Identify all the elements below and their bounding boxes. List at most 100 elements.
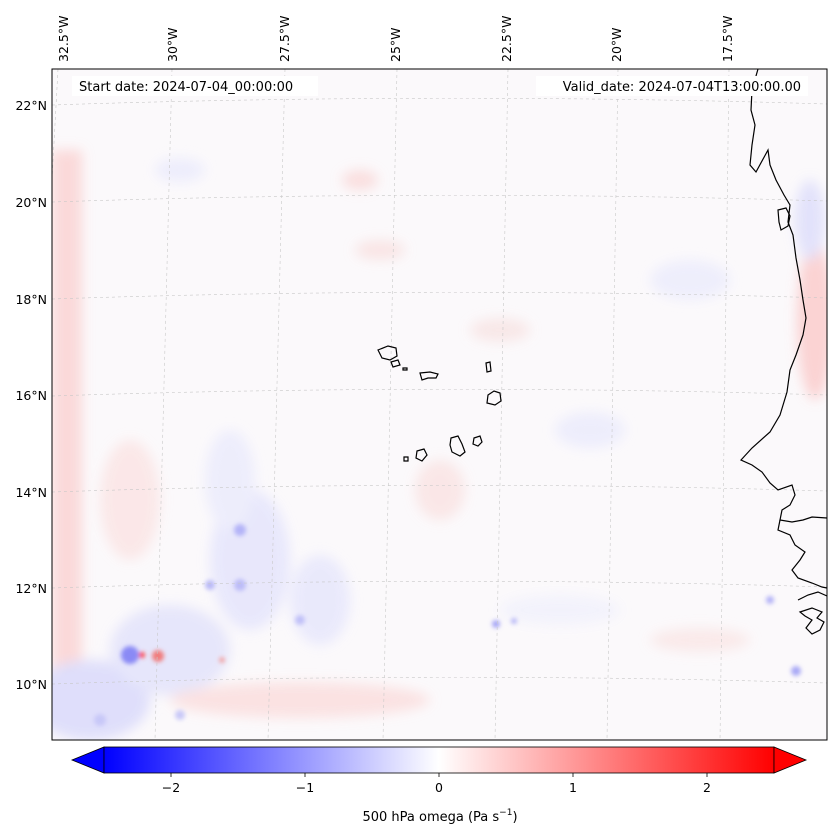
map-panel: Start date: 2024-07-04_00:00:00 Valid_da… — [51, 68, 828, 741]
meridian-line — [52, 69, 59, 181]
lon-label: 30°W — [165, 27, 180, 62]
meridian-line — [382, 69, 398, 740]
lon-label: 17.5°W — [720, 16, 735, 62]
parallel-line — [52, 97, 827, 106]
colorbar-tick-label: 0 — [435, 780, 443, 795]
parallel-line — [52, 194, 827, 203]
field-blob — [205, 430, 255, 530]
lat-label: 14°N — [15, 485, 47, 500]
start-date-box — [72, 76, 318, 96]
lon-label: 27.5°W — [277, 16, 292, 62]
lon-label: 32.5°W — [56, 16, 71, 62]
field-cell — [791, 666, 801, 676]
field-blob — [650, 260, 730, 300]
field-cell — [219, 657, 225, 663]
parallel-line — [52, 388, 827, 397]
field-blob — [52, 150, 82, 670]
lat-label: 16°N — [15, 388, 47, 403]
island-sao-nicolau — [419, 371, 439, 381]
field-blob — [555, 412, 625, 448]
lat-label: 12°N — [15, 581, 47, 596]
valid-date-text: Valid_date: 2024-07-04T13:00:00.00 — [563, 80, 801, 95]
field-blob — [415, 460, 465, 520]
lon-label: 22.5°W — [499, 16, 514, 62]
parallel-line — [52, 291, 827, 300]
colorbar-gradient — [103, 746, 775, 774]
field-cell — [175, 710, 185, 720]
island-coastline — [777, 207, 791, 231]
field-cell — [234, 579, 246, 591]
colorbar-label-close: ) — [512, 810, 517, 825]
field-cell — [295, 615, 305, 625]
lat-label: 20°N — [15, 195, 47, 210]
map-frame — [51, 68, 828, 741]
field-cell — [492, 620, 500, 628]
parallel-line — [52, 676, 827, 685]
parallel-line — [52, 580, 827, 589]
field-cell — [205, 580, 215, 590]
colorbar-tick-label: 1 — [569, 780, 577, 795]
field-blob — [155, 158, 205, 182]
field-blob — [797, 240, 827, 400]
field-blob — [100, 440, 160, 560]
meridian-line — [494, 69, 509, 740]
island-santiago — [449, 435, 466, 457]
field-cell — [511, 618, 517, 624]
island-boa-vista — [486, 390, 502, 406]
field-cell — [152, 650, 164, 662]
island-sao-vicente — [390, 359, 401, 368]
meridian-line — [267, 69, 286, 740]
colorbar-label-exponent: −1 — [499, 808, 512, 818]
africa-coastline — [797, 591, 827, 601]
colorbar: −2 −1 0 1 2 500 hPa omega (Pa s−1) — [70, 746, 808, 825]
field-blob — [342, 170, 378, 190]
colorbar-ticks: −2 −1 0 1 2 — [162, 773, 711, 795]
meridian-line — [154, 69, 173, 740]
colorbar-tick-label: −1 — [296, 780, 314, 795]
field-blob — [795, 180, 825, 260]
africa-coastline — [777, 519, 827, 589]
start-date-text: Start date: 2024-07-04_00:00:00 — [79, 80, 293, 95]
lon-label: 20°W — [609, 27, 624, 62]
island-fogo — [415, 448, 428, 462]
colorbar-tick-label: 2 — [703, 780, 711, 795]
coastlines — [377, 69, 827, 635]
africa-coastline — [739, 69, 827, 523]
colorbar-label: 500 hPa omega (Pa s−1) — [362, 808, 517, 825]
meridian-line — [719, 69, 730, 740]
island-brava — [403, 456, 409, 462]
latitude-labels: 22°N 20°N 18°N 16°N 14°N 12°N 10°N — [15, 98, 47, 692]
omega-field — [52, 150, 827, 740]
graticule — [52, 69, 827, 740]
field-blob — [290, 555, 350, 645]
field-blob — [650, 628, 750, 652]
lat-label: 10°N — [15, 677, 47, 692]
field-cell — [94, 714, 106, 726]
island-sal — [485, 361, 492, 373]
field-blob — [170, 682, 430, 718]
africa-coastline — [798, 607, 825, 635]
field-cell — [139, 652, 145, 658]
colorbar-label-main: 500 hPa omega (Pa s — [362, 810, 499, 825]
parallel-line — [52, 484, 827, 493]
longitude-labels: 32.5°W 30°W 27.5°W 25°W 22.5°W 20°W 17.5… — [56, 16, 735, 62]
colorbar-extend-max — [773, 746, 808, 774]
field-blob — [470, 318, 530, 342]
meridian-line — [606, 69, 619, 740]
lat-label: 18°N — [15, 292, 47, 307]
island-maio — [472, 435, 483, 447]
field-cell — [121, 646, 139, 664]
field-blob — [355, 240, 405, 260]
field-blob — [110, 605, 230, 695]
field-blob — [500, 595, 620, 625]
field-cell — [766, 596, 774, 604]
field-cell — [234, 524, 246, 536]
colorbar-tick-label: −2 — [162, 780, 180, 795]
island-santa-luzia — [402, 367, 408, 371]
island-santo-antao — [377, 345, 398, 361]
lon-label: 25°W — [388, 27, 403, 62]
lat-label: 22°N — [15, 98, 47, 113]
valid-date-box — [536, 76, 808, 96]
colorbar-extend-min — [70, 746, 105, 774]
